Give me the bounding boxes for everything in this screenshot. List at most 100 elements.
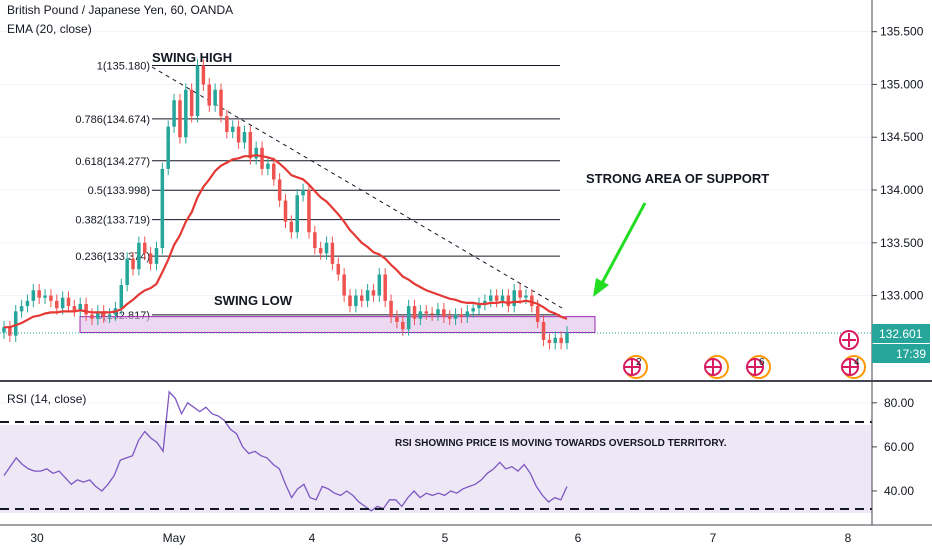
- candle-body: [500, 295, 505, 301]
- candle-body: [459, 314, 464, 317]
- candle-body: [31, 290, 36, 301]
- event-badge[interactable]: 6: [746, 355, 771, 379]
- candle-body: [336, 263, 341, 275]
- time-axis[interactable]: 30 May 4 5 6 7 8: [30, 531, 851, 545]
- candle-body: [25, 300, 30, 307]
- support-zone[interactable]: [79, 316, 596, 333]
- candle-body: [131, 258, 135, 270]
- current-price-value: 132.601: [879, 327, 923, 341]
- event-badge[interactable]: [839, 330, 859, 350]
- fib-label-0.618: 0.618(134.277): [75, 156, 150, 168]
- candle-body: [272, 163, 276, 180]
- candle-body: [289, 221, 294, 233]
- swing-high-label[interactable]: SWING HIGH: [152, 50, 232, 65]
- candle-body: [553, 337, 558, 344]
- time-tick-label: 4: [309, 531, 316, 545]
- candle-body: [371, 290, 376, 296]
- price-tick-label: 133.500: [880, 236, 924, 250]
- rsi-tick-label: 60.00: [884, 440, 914, 454]
- candle-body: [84, 304, 88, 315]
- rsi-annotation[interactable]: RSI SHOWING PRICE IS MOVING TOWARDS OVER…: [395, 438, 727, 449]
- candle-body: [266, 163, 270, 169]
- candle-body: [535, 306, 540, 322]
- fibonacci-levels[interactable]: 1(135.180) 0.786(134.674) 0.618(134.277) 0.…: [75, 60, 560, 322]
- candle-body: [137, 242, 141, 270]
- candle-body: [541, 321, 546, 340]
- candle-body: [90, 314, 94, 319]
- candle-body: [142, 242, 147, 254]
- rsi-axis[interactable]: 80.00 60.00 40.00: [872, 396, 914, 498]
- candle-body: [354, 295, 358, 307]
- price-tick-label: 133.000: [880, 289, 924, 303]
- candle-body: [184, 89, 188, 138]
- candle-body: [313, 232, 317, 249]
- candle-body: [418, 311, 423, 319]
- symbol-title[interactable]: British Pound / Japanese Yen, 60, OANDA: [7, 3, 234, 17]
- time-tick-label: May: [163, 531, 186, 545]
- candle-body: [442, 309, 446, 317]
- fib-label-1: 1(135.180): [97, 60, 150, 72]
- candle-body: [189, 89, 194, 117]
- rsi-indicator-title[interactable]: RSI (14, close): [7, 392, 87, 406]
- candle-body: [559, 337, 563, 344]
- candle-body: [260, 147, 264, 169]
- support-annotation[interactable]: STRONG AREA OF SUPPORT: [586, 171, 769, 186]
- rsi-tick-label: 40.00: [884, 484, 914, 498]
- event-badge[interactable]: 4: [841, 355, 866, 379]
- candle-body: [277, 179, 282, 201]
- candle-body: [242, 131, 247, 143]
- candle-body: [166, 126, 170, 169]
- candle-body: [389, 300, 393, 317]
- candle-body: [125, 258, 129, 285]
- candle-body: [119, 285, 124, 309]
- support-arrow[interactable]: [599, 202, 647, 286]
- candle-body: [365, 290, 370, 301]
- candle-body: [78, 304, 82, 311]
- countdown-tag: [872, 344, 930, 363]
- candle-body: [172, 100, 176, 127]
- event-badge-count: 4: [854, 357, 860, 368]
- ema-indicator-title[interactable]: EMA (20, close): [7, 22, 92, 36]
- candle-body: [60, 297, 65, 309]
- candle-body: [348, 295, 352, 307]
- candle-body: [230, 126, 235, 132]
- time-tick-label: 6: [575, 531, 582, 545]
- candle-body: [178, 100, 182, 138]
- time-tick-label: 30: [30, 531, 44, 545]
- candle-body: [295, 195, 299, 233]
- event-badges[interactable]: 2 6 4: [623, 330, 866, 379]
- candle-body: [160, 168, 165, 249]
- candle-body: [547, 339, 552, 344]
- candle-body: [483, 300, 487, 304]
- candle-body: [494, 295, 499, 301]
- candle-body: [506, 295, 511, 307]
- candle-body: [55, 300, 59, 309]
- candle-body: [395, 316, 399, 322]
- candle-body: [465, 311, 470, 317]
- candle-body: [430, 313, 434, 315]
- candle-body: [13, 311, 18, 336]
- candle-body: [453, 314, 458, 319]
- price-axis[interactable]: 135.500 135.000 134.500 134.000 133.500 133.0…: [872, 25, 924, 303]
- countdown-value: 17:39: [896, 347, 926, 361]
- event-badge-count: 6: [759, 357, 765, 368]
- candle-body: [436, 309, 440, 315]
- rsi-band: [0, 424, 872, 513]
- event-badge[interactable]: [704, 355, 729, 379]
- candle-body: [236, 126, 241, 143]
- candle-body: [342, 274, 346, 296]
- candle-body: [37, 290, 41, 298]
- candle-body: [49, 295, 53, 301]
- swing-low-label[interactable]: SWING LOW: [214, 293, 293, 308]
- candle-body: [518, 290, 522, 298]
- candle-body: [359, 295, 364, 301]
- candle-body: [283, 200, 288, 222]
- candle-body: [219, 89, 223, 117]
- price-tick-label: 134.000: [880, 183, 924, 197]
- candle-body: [19, 306, 24, 312]
- event-badge[interactable]: 2: [623, 355, 648, 379]
- price-tick-label: 134.500: [880, 130, 924, 144]
- fib-label-0.382: 0.382(133.719): [75, 215, 150, 227]
- candle-body: [195, 65, 200, 117]
